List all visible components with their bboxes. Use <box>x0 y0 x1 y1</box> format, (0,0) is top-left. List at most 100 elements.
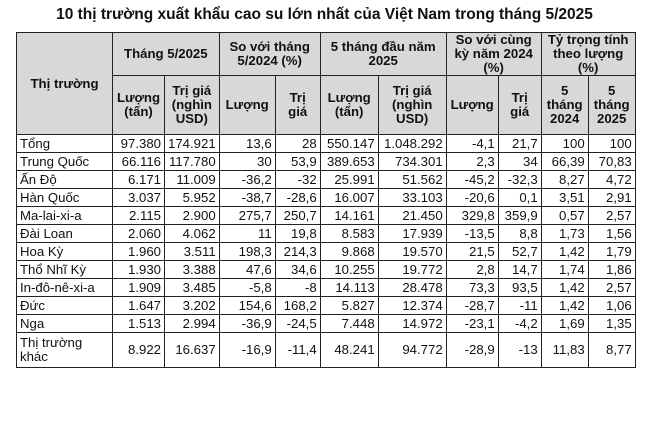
cell-qty-vs-period: 2,8 <box>445 260 499 279</box>
cell-qty-vs-month: 30 <box>218 152 276 171</box>
cell-share-2024: 1,42 <box>540 242 589 261</box>
cell-share-2025: 1,86 <box>587 260 636 279</box>
cell-value-5months: 28.478 <box>377 278 447 297</box>
cell-value-vs-period: 93,5 <box>497 278 542 297</box>
cell-value-5months: 19.570 <box>377 242 447 261</box>
cell-qty-month: 2.060 <box>112 224 165 243</box>
cell-value-vs-month: 34,6 <box>274 260 321 279</box>
cell-share-2025: 1,06 <box>587 296 636 315</box>
cell-value-5months: 21.450 <box>377 206 447 225</box>
cell-value-month: 5.952 <box>164 188 220 207</box>
cell-qty-vs-month: 11 <box>218 224 276 243</box>
cell-value-month: 3.202 <box>164 296 220 315</box>
cell-qty-5months: 7.448 <box>319 314 379 333</box>
cell-value-vs-month: -8 <box>274 278 321 297</box>
cell-qty-vs-month: -16,9 <box>218 332 276 368</box>
cell-qty-5months: 389.653 <box>319 152 379 171</box>
cell-qty-month: 66.116 <box>112 152 165 171</box>
table-row: Đức 1.647 3.202 154,6 168,2 5.827 12.374 -28,7-… <box>16 296 636 315</box>
cell-qty-vs-month: 47,6 <box>218 260 276 279</box>
cell-share-2025: 1,35 <box>587 314 636 333</box>
cell-qty-month: 2.115 <box>112 206 165 225</box>
cell-value-vs-period: -13 <box>497 332 542 368</box>
cell-qty-vs-month: 154,6 <box>218 296 276 315</box>
header-2025: 5 tháng 2025 <box>587 75 636 135</box>
cell-qty-vs-month: 275,7 <box>218 206 276 225</box>
cell-qty-vs-period: -45,2 <box>445 170 499 189</box>
header-value-usd: Trị giá (nghìn USD) <box>164 75 220 135</box>
cell-value-5months: 1.048.292 <box>377 134 447 153</box>
cell-value-vs-month: -24,5 <box>274 314 321 333</box>
header-5months: 5 tháng đầu năm 2025 <box>319 32 447 76</box>
cell-value-month: 174.921 <box>164 134 220 153</box>
cell-market: Ấn Độ <box>16 170 113 189</box>
table-row: Ấn Độ 6.171 11.009 -36,2 -32 25.991 51.562 -45,… <box>16 170 636 189</box>
cell-qty-5months: 550.147 <box>319 134 379 153</box>
cell-value-month: 117.780 <box>164 152 220 171</box>
header-2024: 5 tháng 2024 <box>540 75 589 135</box>
cell-share-2025: 70,83 <box>587 152 636 171</box>
table-row: Đài Loan 2.060 4.062 11 19,8 8.583 17.939 -13,5… <box>16 224 636 243</box>
cell-value-vs-month: 214,3 <box>274 242 321 261</box>
cell-share-2025: 2,91 <box>587 188 636 207</box>
cell-market: Hàn Quốc <box>16 188 113 207</box>
cell-value-month: 3.511 <box>164 242 220 261</box>
header-value-usd: Trị giá (nghìn USD) <box>377 75 447 135</box>
table-row: Nga 1.513 2.994 -36,9 -24,5 7.448 14.972 -23,1-… <box>16 314 636 333</box>
cell-qty-vs-period: -28,9 <box>445 332 499 368</box>
cell-qty-5months: 14.161 <box>319 206 379 225</box>
cell-qty-month: 1.909 <box>112 278 165 297</box>
cell-market: Đức <box>16 296 113 315</box>
cell-value-month: 2.900 <box>164 206 220 225</box>
cell-share-2024: 3,51 <box>540 188 589 207</box>
cell-value-month: 2.994 <box>164 314 220 333</box>
cell-qty-vs-period: -4,1 <box>445 134 499 153</box>
cell-qty-vs-period: 73,3 <box>445 278 499 297</box>
cell-value-vs-period: 34 <box>497 152 542 171</box>
table-title: 10 thị trường xuất khẩu cao su lớn nhất … <box>56 6 593 23</box>
cell-qty-month: 1.647 <box>112 296 165 315</box>
header-qty: Lượng <box>445 75 499 135</box>
cell-value-vs-month: 28 <box>274 134 321 153</box>
cell-qty-vs-period: -20,6 <box>445 188 499 207</box>
table-body: Tổng 97.380 174.921 13,6 28 550.147 1.048.292-… <box>16 134 636 368</box>
cell-qty-month: 6.171 <box>112 170 165 189</box>
table-row: In-đô-nê-xi-a 1.909 3.485 -5,8 -8 14.113 28.47… <box>16 278 636 297</box>
cell-market: Thổ Nhĩ Kỳ <box>16 260 113 279</box>
cell-share-2024: 100 <box>540 134 589 153</box>
table-row: Thị trường khác 8.922 16.637 -16,9 -11,4 48.2… <box>16 332 636 368</box>
cell-qty-vs-month: 13,6 <box>218 134 276 153</box>
cell-qty-month: 1.930 <box>112 260 165 279</box>
cell-qty-5months: 48.241 <box>319 332 379 368</box>
cell-value-vs-period: -4,2 <box>497 314 542 333</box>
cell-qty-vs-month: 198,3 <box>218 242 276 261</box>
cell-qty-5months: 8.583 <box>319 224 379 243</box>
cell-share-2025: 1,56 <box>587 224 636 243</box>
cell-market: Tổng <box>16 134 113 153</box>
cell-value-vs-period: 52,7 <box>497 242 542 261</box>
cell-qty-month: 1.513 <box>112 314 165 333</box>
table-row: Hoa Kỳ 1.960 3.511 198,3 214,3 9.868 19.570 21,… <box>16 242 636 261</box>
table-row: Thổ Nhĩ Kỳ 1.930 3.388 47,6 34,6 10.255 19.772… <box>16 260 636 279</box>
cell-share-2025: 4,72 <box>587 170 636 189</box>
header-value: Trị giá <box>274 75 321 135</box>
cell-qty-month: 97.380 <box>112 134 165 153</box>
cell-share-2025: 2,57 <box>587 278 636 297</box>
cell-value-5months: 94.772 <box>377 332 447 368</box>
cell-share-2024: 1,74 <box>540 260 589 279</box>
cell-share-2025: 100 <box>587 134 636 153</box>
cell-qty-month: 8.922 <box>112 332 165 368</box>
cell-value-vs-month: -32 <box>274 170 321 189</box>
cell-qty-5months: 5.827 <box>319 296 379 315</box>
cell-market: Đài Loan <box>16 224 113 243</box>
header-qty: Lượng <box>218 75 276 135</box>
cell-share-2024: 8,27 <box>540 170 589 189</box>
cell-value-vs-period: 14,7 <box>497 260 542 279</box>
table-row: Hàn Quốc 3.037 5.952 -38,7 -28,6 16.007 33.103… <box>16 188 636 207</box>
cell-share-2025: 1,79 <box>587 242 636 261</box>
cell-qty-vs-month: -36,9 <box>218 314 276 333</box>
cell-share-2024: 66,39 <box>540 152 589 171</box>
cell-value-month: 11.009 <box>164 170 220 189</box>
cell-share-2024: 1,69 <box>540 314 589 333</box>
cell-share-2024: 1,42 <box>540 296 589 315</box>
